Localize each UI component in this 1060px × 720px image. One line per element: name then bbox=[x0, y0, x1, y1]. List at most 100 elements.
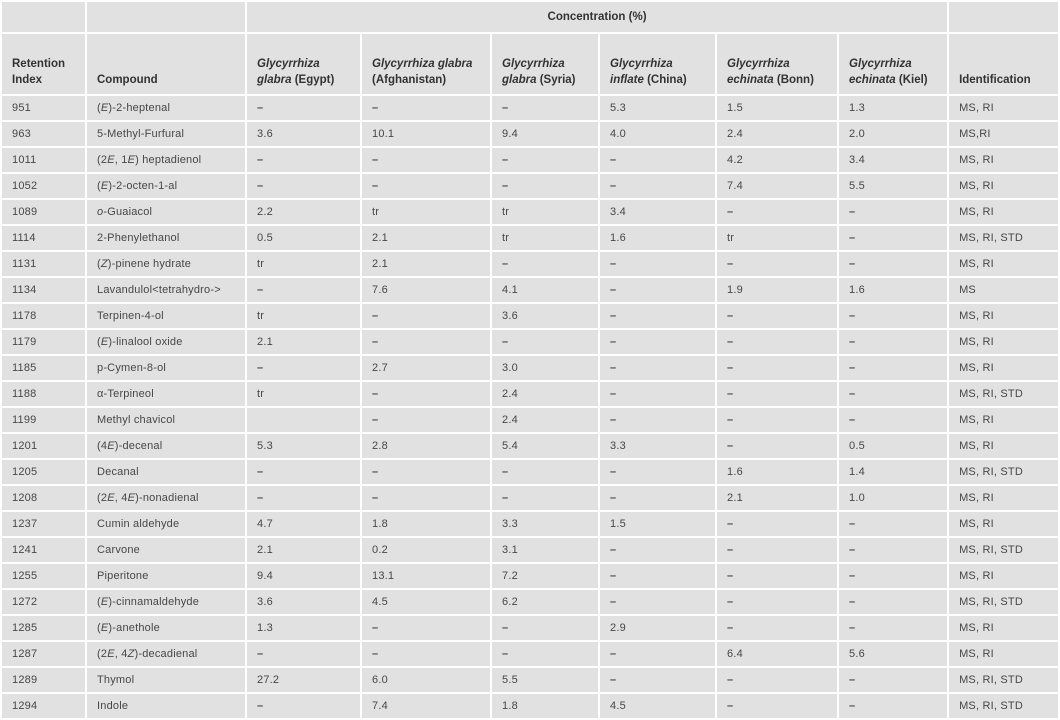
concentration-cell: – bbox=[600, 330, 715, 354]
identification-cell: MS, RI bbox=[949, 434, 1059, 458]
concentration-cell: – bbox=[717, 356, 837, 380]
compound-cell: 5-Methyl-Furfural bbox=[87, 122, 245, 146]
concentration-cell: 3.0 bbox=[492, 356, 598, 380]
concentration-cell: 1.8 bbox=[362, 512, 490, 536]
concentration-cell: – bbox=[247, 356, 360, 380]
concentration-cell: – bbox=[717, 330, 837, 354]
concentration-cell: – bbox=[717, 434, 837, 458]
identification-cell: MS, RI bbox=[949, 486, 1059, 510]
identification-cell: MS, RI, STD bbox=[949, 460, 1059, 484]
concentration-cell: tr bbox=[362, 200, 490, 224]
retention-index-cell: 951 bbox=[2, 96, 85, 120]
concentration-cell: 4.0 bbox=[600, 122, 715, 146]
column-header-glycyrrhiza-echinata-kiel: Glycyrrhiza echinata (Kiel) bbox=[839, 34, 948, 94]
concentration-cell: tr bbox=[247, 252, 360, 276]
concentration-cell: – bbox=[247, 96, 360, 120]
table-body: 951 (E)-2-heptenal – – –5.3 1.5 1.3 MS, RI 963 5-… bbox=[2, 96, 1059, 718]
concentration-cell: – bbox=[362, 408, 490, 432]
concentration-cell: – bbox=[247, 174, 360, 198]
compound-cell: Terpinen-4-ol bbox=[87, 304, 245, 328]
concentration-cell: 2.9 bbox=[600, 616, 715, 640]
concentration-cell: 1.3 bbox=[247, 616, 360, 640]
concentration-cell: 4.7 bbox=[247, 512, 360, 536]
concentration-cell: – bbox=[600, 356, 715, 380]
group-header-spacer-identification bbox=[949, 2, 1059, 32]
table-row: 1179 (E)-linalool oxide 2.1– – – – – MS, RI bbox=[2, 330, 1059, 354]
concentration-cell: – bbox=[492, 252, 598, 276]
concentration-cell: 1.9 bbox=[717, 278, 837, 302]
concentration-cell: 1.0 bbox=[839, 486, 948, 510]
concentration-cell: 4.1 bbox=[492, 278, 598, 302]
concentration-cell: 9.4 bbox=[492, 122, 598, 146]
retention-index-cell: 1255 bbox=[2, 564, 85, 588]
compound-cell: Carvone bbox=[87, 538, 245, 562]
table-row: 1294 Indole –7.4 1.8 4.5– – MS, RI, STD bbox=[2, 694, 1059, 718]
concentration-cell: 1.5 bbox=[717, 96, 837, 120]
table-row: 1089 o-Guaiacol 2.2 tr tr 3.4– – MS, RI bbox=[2, 200, 1059, 224]
concentration-cell: – bbox=[839, 226, 948, 250]
concentration-cell: 6.4 bbox=[717, 642, 837, 666]
concentration-cell: 4.5 bbox=[362, 590, 490, 614]
concentration-cell: 0.5 bbox=[839, 434, 948, 458]
concentration-cell: – bbox=[600, 252, 715, 276]
group-header-row: Concentration (%) bbox=[2, 2, 1059, 32]
concentration-cell: – bbox=[600, 486, 715, 510]
column-header-glycyrrhiza-inflate-china: Glycyrrhiza inflate (China) bbox=[600, 34, 715, 94]
concentration-cell: 2.1 bbox=[362, 226, 490, 250]
concentration-cell: – bbox=[247, 148, 360, 172]
compound-cell: Thymol bbox=[87, 668, 245, 692]
concentration-cell: 3.1 bbox=[492, 538, 598, 562]
concentration-cell: 2.1 bbox=[247, 330, 360, 354]
concentration-cell: – bbox=[717, 590, 837, 614]
concentration-cell: 1.8 bbox=[492, 694, 598, 718]
concentration-cell: – bbox=[717, 382, 837, 406]
identification-cell: MS, RI, STD bbox=[949, 590, 1059, 614]
identification-cell: MS, RI bbox=[949, 200, 1059, 224]
concentration-cell: – bbox=[717, 304, 837, 328]
concentration-cell: 7.2 bbox=[492, 564, 598, 588]
concentration-cell: 5.4 bbox=[492, 434, 598, 458]
concentration-cell: – bbox=[492, 486, 598, 510]
concentration-cell: – bbox=[600, 304, 715, 328]
concentration-cell: – bbox=[839, 356, 948, 380]
concentration-cell: 5.3 bbox=[600, 96, 715, 120]
concentration-cell: 2.4 bbox=[492, 382, 598, 406]
concentration-cell: – bbox=[839, 538, 948, 562]
concentration-cell: – bbox=[362, 642, 490, 666]
compound-cell: Cumin aldehyde bbox=[87, 512, 245, 536]
identification-cell: MS, RI bbox=[949, 512, 1059, 536]
concentration-cell: 3.6 bbox=[247, 122, 360, 146]
concentration-cell: – bbox=[600, 564, 715, 588]
concentration-cell: 1.3 bbox=[839, 96, 948, 120]
concentration-cell: tr bbox=[247, 382, 360, 406]
group-header-spacer-retention bbox=[2, 2, 85, 32]
compound-cell: (2E, 4Z)-decadienal bbox=[87, 642, 245, 666]
concentration-cell: – bbox=[839, 512, 948, 536]
table-row: 1289 Thymol 27.2 6.0 5.5– – – MS, RI, STD bbox=[2, 668, 1059, 692]
concentration-cell: 5.5 bbox=[492, 668, 598, 692]
concentration-cell: – bbox=[839, 382, 948, 406]
concentration-cell: 3.3 bbox=[492, 512, 598, 536]
retention-index-cell: 1179 bbox=[2, 330, 85, 354]
concentration-cell: 3.3 bbox=[600, 434, 715, 458]
concentration-cell: 13.1 bbox=[362, 564, 490, 588]
concentration-cell: – bbox=[717, 200, 837, 224]
concentration-cell: 10.1 bbox=[362, 122, 490, 146]
column-header-retention-index: Retention Index bbox=[2, 34, 85, 94]
retention-index-cell: 1272 bbox=[2, 590, 85, 614]
concentration-cell: 3.4 bbox=[600, 200, 715, 224]
concentration-cell: 2.2 bbox=[247, 200, 360, 224]
concentration-cell: – bbox=[717, 512, 837, 536]
concentration-cell: – bbox=[362, 330, 490, 354]
table-row: 963 5-Methyl-Furfural 3.6 10.1 9.4 4.0 2.4 2.0 M… bbox=[2, 122, 1059, 146]
identification-cell: MS, RI, STD bbox=[949, 694, 1059, 718]
column-header-glycyrrhiza-glabra-syria: Glycyrrhiza glabra (Syria) bbox=[492, 34, 598, 94]
concentration-cell: 7.4 bbox=[717, 174, 837, 198]
column-header-glycyrrhiza-glabra-afghanistan: Glycyrrhiza glabra (Afghanistan) bbox=[362, 34, 490, 94]
identification-cell: MS, RI, STD bbox=[949, 382, 1059, 406]
concentration-cell: – bbox=[717, 694, 837, 718]
concentration-cell: – bbox=[600, 174, 715, 198]
table-row: 1208 (2E, 4E)-nonadienal – – – –2.1 1.0 MS, RI bbox=[2, 486, 1059, 510]
concentration-cell: – bbox=[362, 382, 490, 406]
concentration-cell: – bbox=[492, 96, 598, 120]
